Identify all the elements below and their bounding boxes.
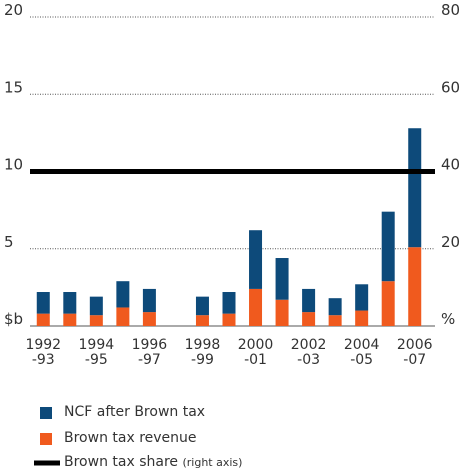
y-tick-label: 10: [4, 156, 23, 174]
bar-segment: [302, 312, 316, 326]
legend-swatch: [40, 433, 52, 445]
y-tick-label: $b: [4, 310, 23, 328]
bar-segment: [195, 296, 209, 316]
bar-segment: [36, 292, 50, 314]
x-tick-label: 2004 -05: [343, 337, 380, 368]
y-tick-label: 15: [4, 78, 23, 96]
legend-note: (right axis): [182, 456, 243, 469]
bar-segment: [222, 313, 236, 326]
bar-segment: [275, 299, 289, 326]
bar-segment: [142, 288, 156, 313]
bar-segment: [116, 281, 130, 308]
x-tick-label: 2000 -01: [237, 337, 274, 368]
legend-label: NCF after Brown tax: [64, 404, 206, 420]
bar-segment: [36, 313, 50, 326]
bar-segment: [249, 288, 263, 326]
bar-segment: [355, 310, 369, 326]
legend-label: Brown tax share (right axis): [64, 454, 242, 470]
x-tick-label: 1996 -97: [131, 337, 168, 368]
x-tick-label: 1994 -95: [78, 337, 115, 368]
legend-label: Brown tax revenue: [64, 430, 197, 446]
bar-segment: [249, 230, 263, 289]
bar-segment: [89, 315, 103, 326]
bar-segment: [381, 281, 395, 326]
legend-swatch: [40, 407, 52, 419]
y2-tick-label: 80: [441, 1, 460, 19]
bar-segment: [408, 247, 422, 326]
bar-segment: [328, 298, 342, 316]
legend-name: Brown tax share: [64, 454, 179, 470]
bar-segment: [355, 284, 369, 311]
bar-segment: [89, 296, 103, 316]
bar-segment: [63, 292, 77, 314]
x-tick-label: 1992 -93: [25, 337, 62, 368]
bar-segment: [142, 312, 156, 326]
bar-segment: [302, 288, 316, 313]
bar-segment: [328, 315, 342, 326]
x-tick-label: 2002 -03: [290, 337, 327, 368]
y2-tick-label: 60: [441, 78, 460, 96]
bar-segment: [381, 211, 395, 282]
y-tick-label: 20: [4, 1, 23, 19]
x-tick-label: 1998 -99: [184, 337, 221, 368]
bar-segment: [408, 128, 422, 248]
bar-segment: [195, 315, 209, 326]
y2-tick-label: %: [441, 310, 455, 328]
bar-segment: [63, 313, 77, 326]
bar-segment: [222, 292, 236, 314]
y2-tick-label: 20: [441, 233, 460, 251]
bar-segment: [275, 258, 289, 300]
x-tick-label: 2006 -07: [396, 337, 433, 368]
y2-tick-label: 40: [441, 156, 460, 174]
y-tick-label: 5: [4, 233, 14, 251]
bar-segment: [116, 307, 130, 326]
